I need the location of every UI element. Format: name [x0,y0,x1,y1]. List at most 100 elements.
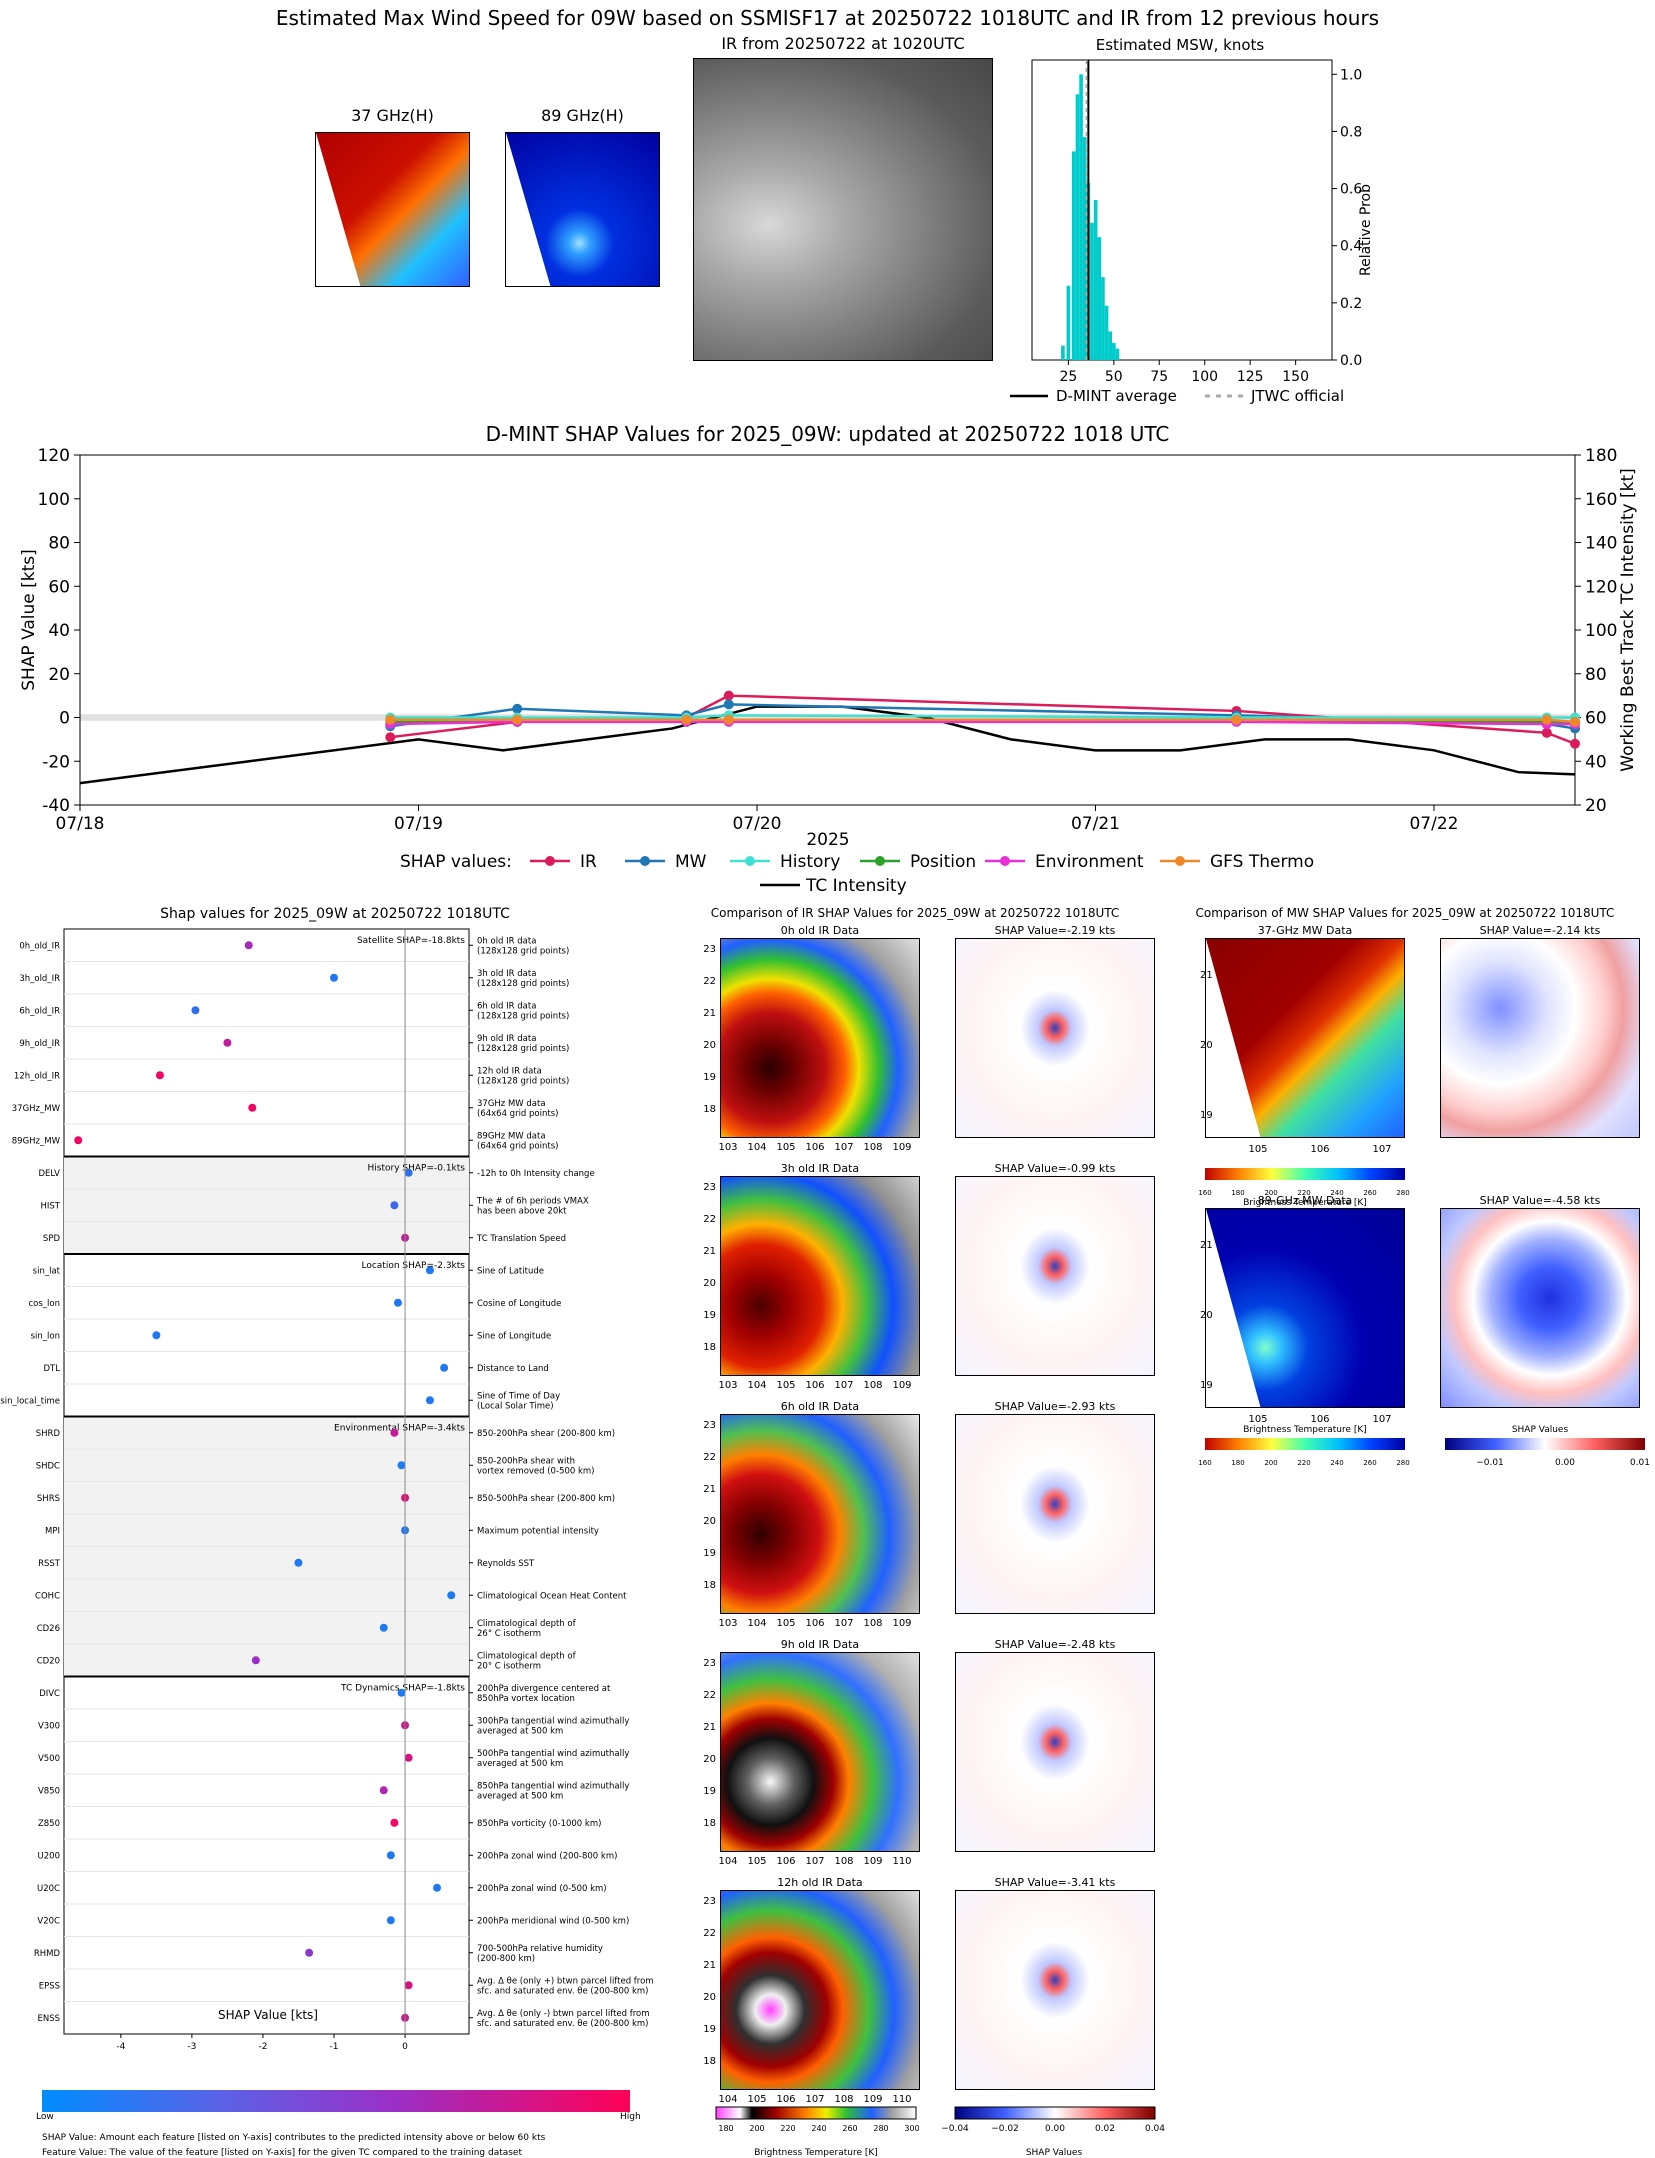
feature-name: SHDC [36,1461,60,1471]
mw37-image [315,132,470,287]
mw-shap-cbar-tick: 0.00 [1555,1458,1575,1468]
ir-ytick-label: 22 [703,1690,716,1701]
series-point [723,699,734,710]
mw37-title: 37 GHz(H) [351,106,434,125]
ir-xtick-label: 106 [805,1380,825,1391]
ts-ytick-label: 100 [38,490,70,510]
feature-name: cos_lon [28,1299,60,1309]
group-label: Environmental SHAP=-3.4kts [334,1424,465,1434]
msw-xtick-label: 125 [1237,369,1264,385]
ir-xtick-label: 107 [834,1142,854,1153]
feature-name: RHMD [34,1949,61,1959]
series-point [1231,714,1242,725]
ir-xtick-label: 109 [892,1142,912,1153]
feature-name: COHC [35,1591,60,1601]
ir-xtick-label: 109 [863,1856,883,1867]
ts-xlabel: 2025 [806,830,849,850]
mw37-ytick-label: 20 [1200,1040,1213,1051]
feature-desc: Distance to Land [477,1364,549,1374]
ts-y2tick-label: 160 [1585,490,1617,510]
feature-name: DIVC [39,1689,60,1699]
ir-ytick-label: 20 [703,1754,716,1765]
ir-ytick-label: 23 [703,1182,716,1193]
ir-ytick-label: 19 [703,1548,716,1559]
ir-ytick-label: 18 [703,1342,716,1353]
feature-desc: 0h old IR data [477,936,536,946]
ir-xtick-label: 108 [834,2094,854,2105]
mw89-ytick-label: 21 [1200,1240,1213,1251]
feature-desc: 500hPa tangential wind azimuthally [477,1749,629,1759]
mw89-image [505,132,660,287]
ir-xtick-label: 109 [863,2094,883,2105]
feature-desc: Climatological depth of [477,1651,577,1661]
feature-name: DTL [44,1364,61,1374]
feature-desc: 300hPa tangential wind azimuthally [477,1716,629,1726]
feature-desc: Maximum potential intensity [477,1526,599,1536]
mw37-cbar-tick: 220 [1297,1189,1310,1197]
ts-ytick-label: 40 [48,621,70,641]
feature-desc: (128x128 grid points) [477,1011,569,1021]
ir-ytick-label: 18 [703,1580,716,1591]
feature-point [251,1656,260,1665]
series-point [385,732,396,743]
mw37-ytick-label: 21 [1200,970,1213,981]
ir-xtick-label: 110 [892,1856,912,1867]
ts-ytick-label: 60 [48,577,70,597]
feature-point [397,1461,406,1470]
ir-shap-image [955,1652,1155,1852]
feature-name: Z850 [38,1819,60,1829]
mw89-xtick-label: 105 [1248,1414,1267,1425]
mw37-cbar-tick: 180 [1231,1189,1244,1197]
ir-ytick-label: 22 [703,1928,716,1939]
mw37-ytick-label: 19 [1200,1110,1213,1121]
feature-name: 89GHz_MW [12,1136,61,1146]
msw-ylabel: Relative Prob [1358,184,1374,276]
feature-name: 0h_old_IR [19,941,60,951]
feature-desc: averaged at 500 km [477,1726,563,1736]
mw89-cbar-tick: 240 [1330,1459,1343,1467]
ts-legend-marker [745,856,755,866]
ir-panel-image [720,1890,920,2090]
feature-point [223,1038,232,1047]
feature-desc: Sine of Longitude [477,1331,551,1341]
ts-ytick-label: 80 [48,534,70,554]
feature-name: EPSS [39,1981,60,1991]
ir-xtick-label: 105 [776,1380,796,1391]
msw-ytick-label: 0.2 [1340,296,1362,312]
feature-name: sin_local_time [0,1396,60,1406]
ir-bt-cbar-tick: 200 [749,2124,764,2133]
msw-ytick-label: 1.0 [1340,67,1362,83]
mw89-cbar-tick: 260 [1363,1459,1376,1467]
ir-shap-title: SHAP Value=-0.99 kts [994,1162,1116,1175]
feature-desc: 200hPa zonal wind (200-800 km) [477,1851,617,1861]
ir-ytick-label: 18 [703,2056,716,2067]
feature-name: SPD [43,1234,61,1244]
feature-point [404,1981,413,1990]
series-point [512,714,523,725]
ts-legend-marker [1175,856,1185,866]
series-point [1570,738,1580,749]
mw37-cbar-tick: 240 [1330,1189,1343,1197]
feature-desc: Reynolds SST [477,1559,535,1569]
feature-desc: (Local Solar Time) [477,1401,554,1411]
ts-ytick-label: 0 [59,709,70,729]
ir-panel-image [720,938,920,1138]
ir-xtick-label: 107 [834,1380,854,1391]
feature-name: 12h_old_IR [14,1071,60,1081]
feature-desc: 200hPa meridional wind (0-500 km) [477,1916,629,1926]
msw-bar [1072,151,1076,360]
ir-xtick-label: 110 [892,2094,912,2105]
feature-point [425,1396,434,1405]
ts-axes-frame [79,454,1576,806]
feature-point [393,1298,402,1307]
feature-point [433,1883,442,1892]
ir-shap-title: SHAP Value=-2.19 kts [994,924,1116,937]
ir-colorbars: 180 200 220 240 260 280 300 −0.04 −0.02 0.00 0.02 0… [715,2106,1165,2134]
feature-desc: 89GHz MW data [477,1131,546,1141]
feature-point [248,1103,257,1112]
feature-desc: (64x64 grid points) [477,1141,558,1151]
cbar-low: Low [36,2112,54,2122]
feature-name: SHRD [36,1429,61,1439]
feature-name: 9h_old_IR [19,1039,60,1049]
ir-shap-cbar [954,2106,1156,2120]
